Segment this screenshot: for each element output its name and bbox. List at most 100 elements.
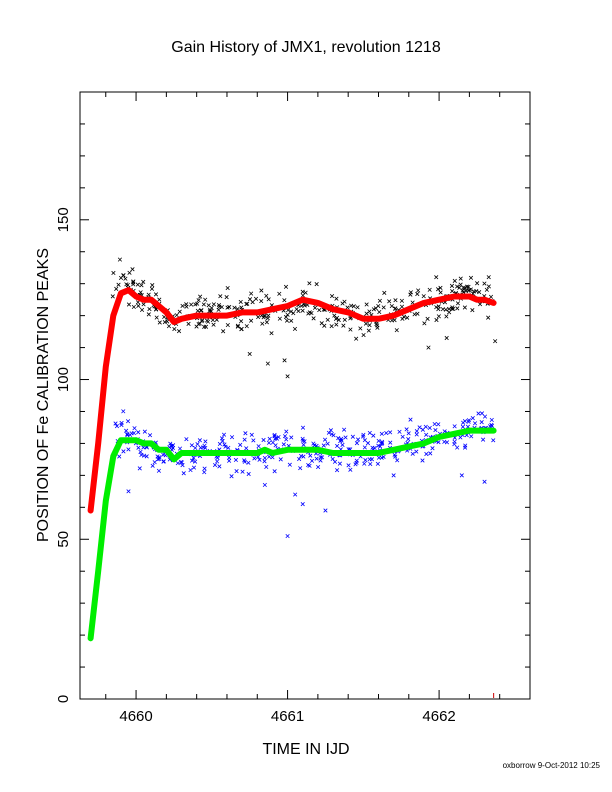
upper-points-point	[354, 336, 359, 341]
upper-points-point	[114, 286, 119, 291]
y-axis-label: POSITION OF Fe CALIBRATION PEAKS	[35, 248, 52, 542]
lower-points-point	[328, 428, 333, 433]
upper-points-point	[446, 306, 452, 311]
upper-points-point	[436, 314, 441, 319]
upper-points-point	[355, 305, 360, 310]
lower-points-point	[433, 428, 438, 433]
lower-points-point	[318, 455, 323, 460]
lower-points-point	[354, 441, 360, 446]
lower-points-point	[267, 436, 272, 441]
lower-points-point	[289, 435, 294, 440]
lower-points-outlier	[323, 508, 328, 513]
lower-points-point	[221, 432, 227, 437]
lower-points-point	[202, 466, 207, 471]
lower-points-point	[346, 463, 351, 468]
lower-points-point	[273, 443, 278, 448]
upper-points-point	[202, 324, 207, 329]
lower-points-point	[193, 445, 198, 451]
upper-points-point	[400, 316, 405, 321]
upper-points-point	[285, 312, 290, 317]
upper-points-point	[259, 288, 264, 293]
y-tick-label: 50	[55, 531, 72, 548]
lower-points-point	[348, 467, 353, 472]
lower-points-point	[188, 467, 193, 473]
upper-points-point	[269, 331, 274, 336]
upper-points-point	[139, 283, 144, 288]
upper-points-point	[307, 310, 312, 315]
lower-points-point	[156, 468, 161, 473]
upper-points-point	[211, 302, 216, 307]
upper-points-outlier	[426, 345, 431, 350]
lower-points-point	[215, 455, 220, 460]
lower-points-point	[414, 429, 419, 434]
upper-points-point	[364, 311, 369, 316]
upper-points-point	[225, 285, 230, 291]
y-tick-label: 100	[55, 367, 72, 392]
lower-points-point	[452, 439, 457, 444]
lower-points-point	[491, 438, 496, 443]
upper-points-point	[206, 303, 211, 308]
upper-points-point	[264, 293, 269, 298]
upper-points-point	[314, 282, 319, 287]
lower-points-point	[476, 411, 481, 416]
upper-points-point	[452, 278, 457, 283]
upper-points-point	[244, 301, 249, 307]
lower-points-point	[226, 445, 231, 450]
upper-points-point	[283, 314, 289, 320]
upper-points-point	[130, 267, 135, 272]
lower-points-point	[113, 421, 118, 426]
upper-points-point	[239, 319, 244, 324]
upper-points-point	[283, 284, 289, 289]
lower-points-point	[125, 431, 130, 437]
x-tick-label: 4662	[422, 708, 455, 725]
upper-points-point	[150, 283, 155, 288]
lower-points-point	[353, 462, 358, 467]
upper-points-point	[289, 318, 294, 323]
chart-marks	[87, 257, 498, 698]
upper-points-point	[136, 303, 141, 308]
upper-points-point	[302, 303, 307, 308]
lower-points-point	[161, 459, 166, 464]
lower-points-point	[276, 434, 281, 440]
lower-points-point	[215, 459, 220, 464]
upper-points-point	[377, 298, 382, 303]
upper-points-outlier	[493, 339, 498, 344]
lower-points-point	[195, 442, 200, 447]
upper-points-point	[466, 288, 471, 293]
upper-points-point	[211, 322, 216, 327]
lower-points-point	[363, 458, 368, 463]
upper-points-point	[342, 317, 347, 322]
lower-points-outlier	[293, 492, 298, 497]
upper-points-point	[177, 309, 182, 314]
upper-points-point	[434, 275, 439, 280]
upper-points-point	[199, 308, 204, 313]
upper-points-point	[260, 321, 265, 326]
lower-points-point	[332, 459, 338, 464]
lower-points-point	[191, 465, 197, 470]
upper-points-point	[200, 318, 205, 323]
lower-points-point	[223, 444, 228, 449]
upper-points-point	[124, 282, 129, 287]
lower-points-point	[462, 419, 468, 424]
lower-points-point	[372, 445, 377, 451]
upper-points-point	[462, 305, 467, 310]
lower-points-point	[424, 432, 429, 437]
x-tick-label: 4661	[271, 708, 304, 725]
upper-points-point	[436, 304, 441, 309]
lower-points-point	[191, 455, 196, 460]
lower-points-point	[311, 441, 316, 446]
upper-points-point	[218, 294, 223, 299]
upper-points-point	[482, 281, 487, 286]
lower-points-point	[417, 425, 422, 430]
lower-points-point	[314, 456, 319, 461]
lower-points-point	[222, 442, 227, 447]
y-tick-label: 150	[55, 207, 72, 232]
upper-points-point	[141, 279, 146, 284]
upper-points-point	[296, 309, 301, 314]
upper-points-point	[282, 298, 287, 303]
upper-points-point	[381, 305, 386, 310]
lower-points-outlier	[285, 533, 290, 539]
lower-points-point	[489, 422, 494, 427]
upper-points-point	[146, 312, 151, 317]
upper-points-point	[307, 281, 312, 286]
